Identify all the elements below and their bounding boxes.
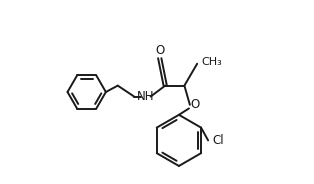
Text: CH₃: CH₃ (202, 57, 223, 67)
Text: NH: NH (137, 90, 155, 103)
Text: Cl: Cl (213, 134, 224, 147)
Text: O: O (155, 44, 164, 57)
Text: O: O (190, 98, 200, 111)
